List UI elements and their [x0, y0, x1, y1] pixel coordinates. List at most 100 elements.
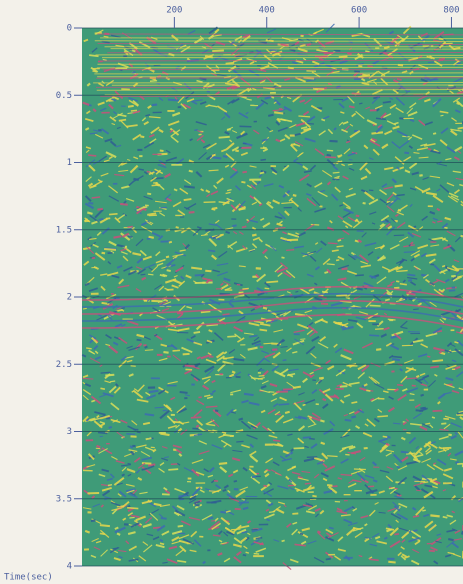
wavelet	[449, 290, 455, 291]
wavelet	[171, 265, 176, 266]
wavelet	[266, 281, 278, 282]
wavelet	[328, 243, 338, 244]
wavelet	[194, 332, 200, 333]
wavelet	[178, 526, 183, 527]
wavelet	[370, 305, 381, 306]
wavelet	[383, 102, 391, 103]
wavelet	[121, 308, 125, 309]
wavelet	[336, 295, 347, 296]
wavelet	[127, 508, 138, 509]
wavelet	[211, 521, 215, 522]
wavelet	[293, 195, 296, 196]
wavelet	[147, 194, 151, 195]
wavelet	[373, 480, 377, 481]
x-tick-label: 400	[259, 6, 275, 16]
wavelet	[339, 56, 348, 57]
wavelet	[232, 372, 235, 373]
wavelet	[236, 441, 243, 442]
wavelet	[220, 512, 226, 513]
wavelet	[269, 512, 275, 513]
x-tick-label: 600	[351, 6, 367, 16]
wavelet	[351, 416, 356, 417]
wavelet	[263, 486, 267, 487]
wavelet	[185, 365, 195, 366]
wavelet	[128, 106, 134, 107]
wavelet	[281, 257, 284, 258]
wavelet	[87, 212, 92, 213]
wavelet	[442, 266, 445, 267]
wavelet	[100, 525, 110, 526]
wavelet	[108, 485, 112, 486]
wavelet	[349, 106, 355, 107]
wavelet	[286, 250, 294, 251]
wavelet	[347, 53, 351, 54]
wavelet	[242, 318, 245, 319]
wavelet	[377, 416, 388, 417]
wavelet	[173, 350, 180, 351]
wavelet	[109, 214, 117, 215]
wavelet	[194, 130, 198, 131]
wavelet	[407, 91, 411, 92]
wavelet	[413, 309, 419, 310]
wavelet	[309, 438, 315, 439]
wavelet	[242, 226, 246, 227]
wavelet	[223, 490, 226, 491]
wavelet	[367, 66, 372, 67]
wavelet	[244, 394, 254, 395]
wavelet	[219, 463, 227, 464]
wavelet	[323, 399, 326, 400]
wavelet	[400, 284, 407, 285]
wavelet	[305, 483, 311, 484]
wavelet	[145, 350, 153, 351]
wavelet	[101, 372, 111, 373]
wavelet	[252, 476, 256, 477]
wavelet	[404, 252, 415, 253]
wavelet	[256, 538, 262, 539]
wavelet	[140, 136, 144, 137]
wavelet	[152, 105, 157, 106]
wavelet	[227, 336, 236, 337]
wavelet	[427, 356, 430, 357]
wavelet	[145, 346, 148, 347]
wavelet	[211, 209, 215, 210]
wavelet	[168, 469, 178, 470]
wavelet	[161, 518, 167, 519]
wavelet	[132, 72, 135, 73]
wavelet	[425, 423, 430, 424]
wavelet	[86, 348, 92, 349]
wavelet	[263, 343, 272, 344]
wavelet	[298, 116, 310, 117]
wavelet	[127, 226, 132, 227]
wavelet	[146, 438, 152, 439]
wavelet	[422, 510, 425, 511]
wavelet	[260, 330, 268, 331]
wavelet	[300, 339, 305, 340]
wavelet	[234, 359, 245, 360]
chart: Time(sec) 00.511.522.533.54200400600800	[0, 0, 463, 584]
wavelet	[97, 209, 102, 210]
wavelet	[332, 250, 339, 251]
wavelet	[196, 425, 199, 427]
wavelet	[336, 260, 339, 261]
wavelet	[366, 390, 370, 391]
wavelet	[166, 257, 169, 258]
wavelet	[173, 422, 181, 423]
wavelet	[149, 391, 159, 393]
y-tick-label: 1.5	[56, 225, 72, 235]
wavelet	[408, 280, 412, 281]
wavelet	[439, 447, 442, 448]
wavelet	[148, 464, 155, 465]
wavelet	[416, 410, 424, 411]
wavelet	[174, 189, 177, 190]
wavelet	[440, 115, 443, 116]
wavelet	[239, 266, 246, 267]
wavelet	[322, 292, 328, 293]
wavelet	[274, 112, 283, 113]
wavelet	[458, 128, 463, 129]
reflector	[111, 49, 463, 50]
wavelet	[321, 303, 328, 304]
wavelet	[327, 485, 332, 486]
wavelet	[180, 392, 188, 393]
wavelet	[223, 156, 227, 157]
wavelet	[359, 103, 362, 104]
